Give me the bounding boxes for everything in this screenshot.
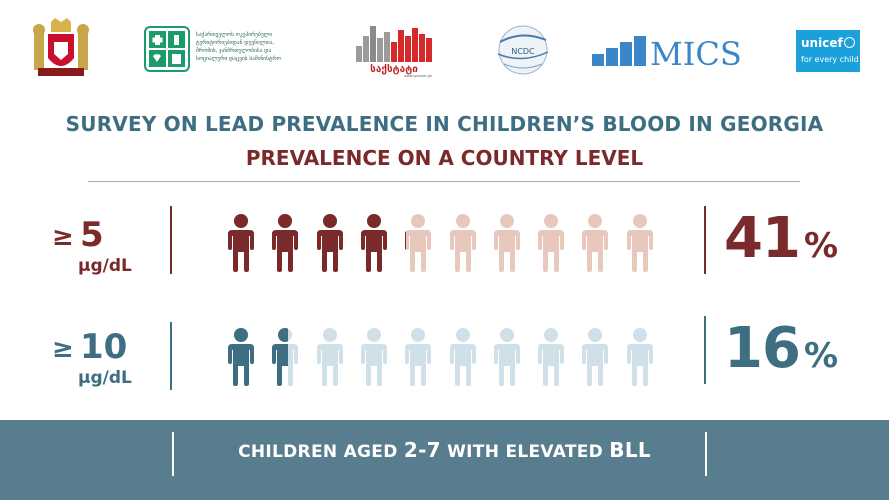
percent-value: 41 <box>724 206 801 271</box>
person-icon <box>538 328 565 386</box>
person-icon <box>360 214 387 272</box>
person-icon <box>405 328 432 386</box>
footer-right-divider <box>705 432 707 476</box>
ncdc-label: NCDC <box>511 47 535 56</box>
percent-symbol: % <box>803 226 839 266</box>
ministry-logo: საქართველოს ოკუპირებული ტერიტორიებიდან დ… <box>144 26 281 72</box>
unicef-tagline: for every child <box>801 55 859 64</box>
threshold-symbol: ≥ <box>52 222 74 252</box>
geostat-label: საქსტატი <box>370 63 418 75</box>
footer-left-divider <box>172 432 174 476</box>
person-icon <box>493 214 520 272</box>
footer-middle: WITH ELEVATED <box>440 442 610 462</box>
footer-banner: CHILDREN AGED 2-7 WITH ELEVATED BLL <box>0 420 889 500</box>
threshold-unit: μg/dL <box>78 256 132 276</box>
person-icon <box>272 214 299 272</box>
unicef-globe-icon <box>844 37 855 48</box>
ministry-text-line-1: საქართველოს ოკუპირებული <box>196 31 272 38</box>
threshold-value: 5 <box>80 215 104 255</box>
title-divider <box>88 181 800 182</box>
unicef-logo: unicef for every child <box>796 30 860 72</box>
mics-label: MICS <box>650 35 742 70</box>
threshold-value: 10 <box>80 327 128 367</box>
ncdc-logo: NCDC <box>497 25 549 75</box>
percent-symbol: % <box>803 336 839 376</box>
threshold-unit: μg/dL <box>78 368 132 388</box>
person-icon <box>582 328 609 386</box>
row2-right-divider <box>704 316 706 384</box>
person-icon <box>582 214 609 272</box>
ministry-text-line-4: სოციალური დაცვის სამინისტრო <box>196 55 281 62</box>
mics-logo: MICS <box>592 35 742 70</box>
percent-16: 16% <box>724 316 838 381</box>
person-icon <box>626 214 653 272</box>
person-icon <box>449 214 476 272</box>
row1-right-divider <box>704 206 706 274</box>
person-icon <box>626 328 653 386</box>
survey-title: SURVEY ON LEAD PREVALENCE IN CHILDREN’S … <box>65 112 824 136</box>
geostat-logo: საქსტატი www.geostat.ge <box>356 26 432 78</box>
person-icon <box>538 214 565 272</box>
footer-bll: BLL <box>609 438 651 462</box>
person-icon <box>228 328 254 386</box>
person-icon <box>493 328 520 386</box>
person-icon <box>316 328 343 386</box>
footer-prefix: CHILDREN AGED <box>238 442 404 462</box>
coat-of-arms-logo <box>33 18 89 76</box>
person-icon <box>405 214 432 272</box>
ministry-text-line-3: შრომის, ჯანმრთელობისა და <box>196 47 272 54</box>
geostat-url: www.geostat.ge <box>404 74 432 78</box>
person-icon <box>449 328 476 386</box>
person-icon <box>360 328 387 386</box>
person-icon <box>272 328 299 386</box>
footer-caption: CHILDREN AGED 2-7 WITH ELEVATED BLL <box>0 438 889 462</box>
row2-left-divider <box>170 322 172 390</box>
footer-age-range: 2-7 <box>403 438 441 462</box>
person-icon <box>228 214 254 272</box>
logo-strip: საქართველოს ოკუპირებული ტერიტორიებიდან დ… <box>0 0 889 95</box>
prevalence-subtitle: PREVALENCE ON A COUNTRY LEVEL <box>245 146 644 170</box>
percent-value: 16 <box>724 316 801 381</box>
threshold-symbol: ≥ <box>52 334 74 364</box>
percent-41: 41% <box>724 206 838 271</box>
ministry-text-line-2: ტერიტორიებიდან დევნილთა, <box>196 39 274 46</box>
unicef-label: unicef <box>801 36 843 50</box>
row1-left-divider <box>170 206 172 274</box>
person-icon <box>316 214 343 272</box>
